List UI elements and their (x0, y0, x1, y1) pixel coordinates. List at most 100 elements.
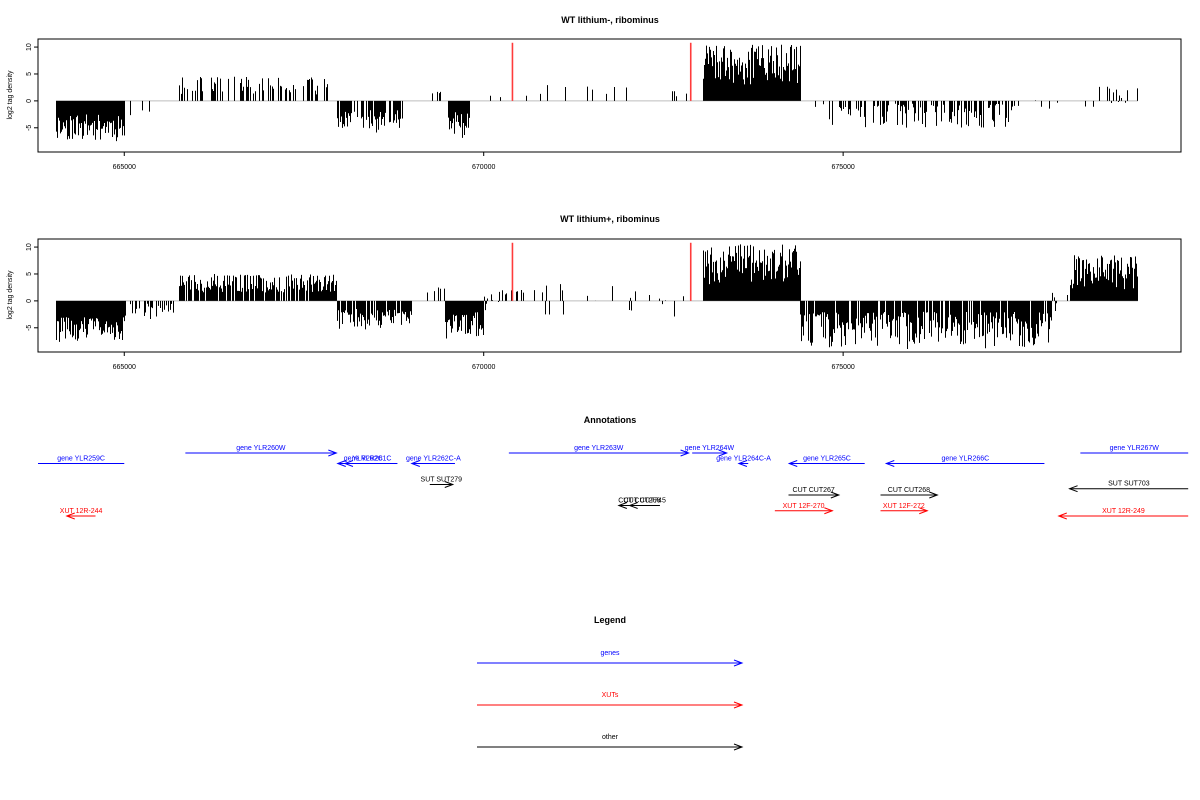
feature-label: SUT SUT703 (1108, 481, 1150, 488)
track-panel-lithium-plus: WT lithium+, ribominus log2 tag density … (7, 214, 1182, 371)
legend-label: genes (600, 650, 620, 657)
feature-label: SUT SUT279 (421, 477, 463, 484)
x-tick-label: 675000 (831, 364, 854, 371)
annotation-feature: gene YLR262C-A (406, 456, 461, 467)
arrow-head (617, 502, 628, 509)
annotation-feature: CUT CUT268 (880, 487, 939, 499)
x-tick-label: 665000 (113, 164, 136, 171)
red-markers-lithium-minus (511, 42, 692, 101)
annotation-feature: gene YLR266C (884, 456, 1045, 467)
x-tick-label: 670000 (472, 364, 495, 371)
arrow-head (65, 512, 75, 520)
legend-label: XUTs (602, 692, 619, 699)
arrow-head (343, 460, 354, 467)
panel-title-lithium-plus: WT lithium+, ribominus (560, 214, 660, 224)
legend-entries: genes XUTs other (477, 650, 744, 751)
feature-label: XUT 12F-270 (783, 503, 825, 510)
arrow-head (680, 449, 690, 457)
annotation-feature: gene YLR259C (38, 456, 125, 464)
track-panel-lithium-minus: WT lithium-, ribominus log2 tag density … (7, 15, 1182, 171)
arrow-head (1068, 485, 1078, 493)
feature-label: gene YLR260W (236, 445, 286, 452)
annotation-feature: gene YLR263W (508, 445, 690, 457)
arrow-head (884, 460, 895, 467)
arrow-head (718, 449, 729, 457)
legend-entry: other (477, 734, 744, 751)
annotation-feature: CUT CUT267 (788, 487, 841, 499)
arrow-head (1057, 512, 1067, 520)
feature-label: gene YLR263W (574, 445, 624, 452)
y-tick-label: 0 (26, 99, 33, 103)
feature-label: XUT 12R-244 (60, 508, 103, 515)
axes-lithium-minus: -5 0 5 10 665000 670000 675000 (26, 38, 1182, 171)
feature-label: YLR262C (352, 456, 382, 463)
density-bars-lithium-plus (55, 244, 1138, 349)
annotation-feature: SUT SUT279 (421, 477, 463, 488)
y-tick-label: 5 (26, 72, 33, 76)
legend-title: Legend (594, 615, 626, 625)
feature-label: gene YLR266C (941, 456, 989, 463)
annotation-feature: XUT 12R-244 (60, 508, 103, 520)
x-tick-label: 675000 (831, 164, 854, 171)
annotation-feature: gene YLR267W (1080, 445, 1189, 454)
annotation-feature: gene YLR260W (185, 445, 338, 457)
arrow-head (919, 507, 929, 515)
feature-label: gene YLR259C (57, 456, 105, 463)
panel-title-lithium-minus: WT lithium-, ribominus (561, 15, 659, 25)
arrow-head (929, 491, 939, 499)
y-axis-label-lithium-minus: log2 tag density (7, 70, 14, 120)
annotation-features: gene YLR259C gene YLR260W gene YLR261CYLR2… (38, 445, 1189, 520)
plot-frame (37, 38, 1182, 153)
arrow-head (733, 659, 744, 667)
y-tick-label: -5 (26, 325, 33, 331)
density-bars-lithium-minus (55, 44, 1138, 142)
axes-lithium-plus: -5 0 5 10 665000 670000 675000 (26, 238, 1182, 371)
arrow-head (410, 460, 420, 467)
arrow-head (336, 460, 346, 467)
annotation-feature: YLR262C (343, 456, 391, 467)
feature-label: CUT CUT268 (888, 487, 930, 494)
feature-label: XUT 12F-272 (883, 503, 925, 510)
annotation-feature: gene YLR265C (787, 456, 865, 467)
annotation-feature: XUT 12F-272 (880, 503, 929, 515)
arrow-head (444, 481, 455, 488)
legend-entry: genes (477, 650, 744, 667)
annotation-feature: SUT SUT703 (1068, 481, 1189, 493)
legend-entry: XUTs (477, 692, 744, 709)
y-tick-label: 0 (26, 299, 33, 303)
feature-label: gene YLR265C (803, 456, 851, 463)
annotations-title: Annotations (584, 415, 637, 425)
annotation-feature: XUT 12F-270 (774, 503, 834, 515)
arrow-head (787, 460, 798, 467)
feature-label: gene YLR264W (685, 445, 735, 452)
feature-label: gene YLR267W (1110, 445, 1160, 452)
y-tick-label: -5 (26, 125, 33, 131)
arrow-head (733, 701, 744, 709)
plot-frame (37, 238, 1182, 353)
feature-label: CUT CUT266 (618, 498, 660, 505)
y-tick-label: 10 (26, 43, 33, 51)
arrow-head (737, 460, 748, 467)
legend: Legend genes XUTs other (477, 615, 744, 751)
arrow-head (824, 507, 834, 515)
arrow-head (830, 491, 841, 499)
annotation-feature: CUT CUT266 (617, 498, 661, 509)
arrow-head (733, 743, 744, 751)
annotation-feature: gene YLR264C-A (716, 456, 771, 467)
feature-label: gene YLR261C (344, 456, 392, 463)
legend-label: other (602, 734, 619, 741)
annotation-feature: gene YLR264W (685, 445, 735, 457)
x-tick-label: 670000 (472, 164, 495, 171)
feature-label: gene YLR262C-A (406, 456, 461, 463)
red-markers-lithium-plus (511, 242, 692, 301)
y-axis-label-lithium-plus: log2 tag density (7, 270, 14, 320)
y-tick-label: 10 (26, 243, 33, 251)
arrow-head (328, 449, 338, 457)
y-tick-label: 5 (26, 272, 33, 276)
feature-label: CUT CUT267 (793, 487, 835, 494)
feature-label: XUT 12R-249 (1102, 508, 1145, 515)
feature-label: gene YLR264C-A (716, 456, 771, 463)
annotation-feature: XUT 12R-249 (1057, 508, 1189, 520)
